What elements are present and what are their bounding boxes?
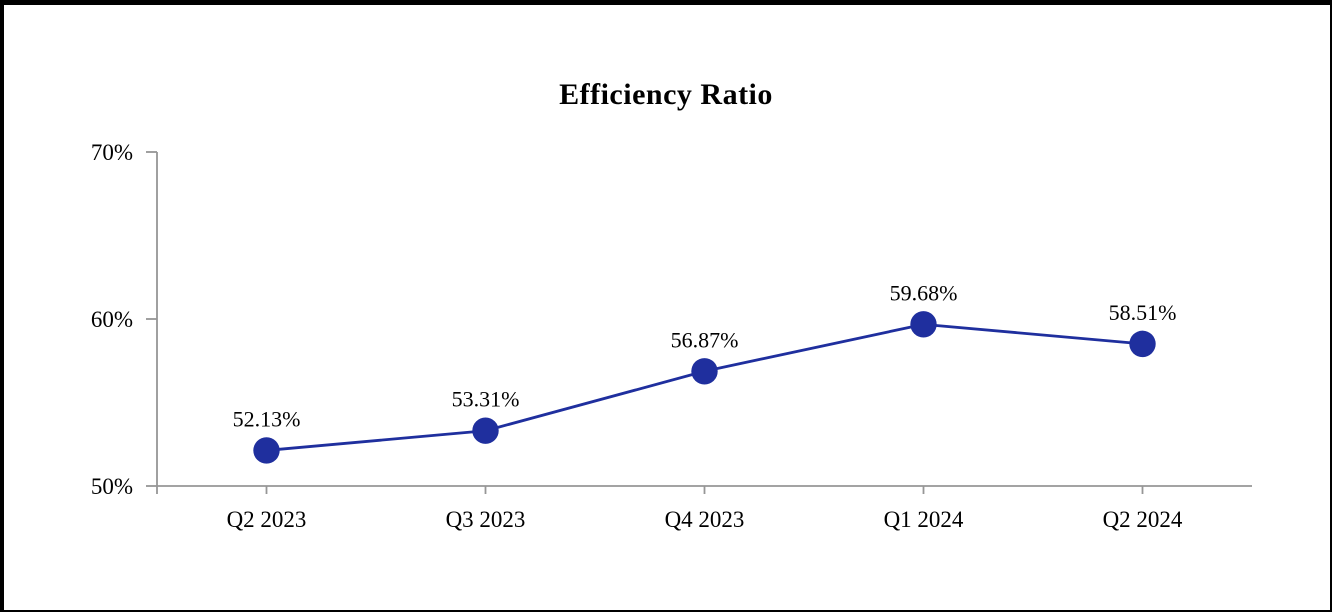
x-axis-label: Q1 2024 [884,507,964,532]
y-axis-label: 70% [91,140,133,165]
data-point-label: 59.68% [890,280,958,305]
x-axis-label: Q2 2023 [227,507,307,532]
data-point-label: 56.87% [671,327,739,352]
x-axis-label: Q3 2023 [446,507,526,532]
data-point-marker [472,417,499,444]
data-point-marker [253,437,280,464]
y-axis-label: 50% [91,474,133,499]
data-point-marker [691,358,718,385]
data-point-marker [1129,330,1156,358]
data-point-label: 58.51% [1109,300,1177,325]
data-point-marker [910,311,937,338]
x-axis-label: Q4 2023 [665,507,745,532]
chart-title: Efficiency Ratio [559,78,773,111]
y-axis-label: 60% [91,307,133,332]
data-point-label: 52.13% [233,406,301,431]
data-point-label: 53.31% [452,387,520,412]
x-axis-label: Q2 2024 [1103,507,1183,532]
